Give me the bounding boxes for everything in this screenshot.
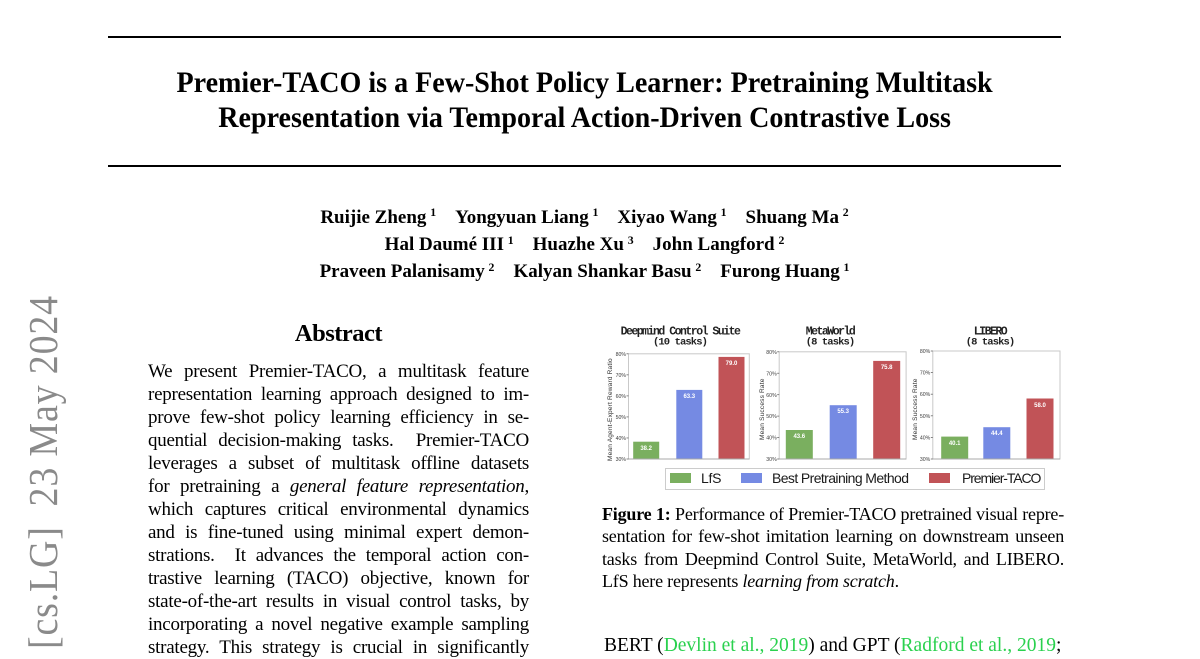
svg-text:60%: 60% [616,394,627,400]
svg-text:Mean Success Rate: Mean Success Rate [759,378,766,440]
svg-text:75.8: 75.8 [881,365,893,371]
svg-text:80%: 80% [920,349,931,355]
svg-text:30%: 30% [766,457,777,463]
svg-text:80%: 80% [766,350,777,356]
svg-text:43.6: 43.6 [793,434,805,440]
svg-text:(10 tasks): (10 tasks) [653,337,707,349]
svg-text:30%: 30% [616,457,627,463]
svg-text:58.0: 58.0 [1034,403,1046,409]
svg-text:70%: 70% [616,373,627,379]
svg-text:Mean Success Rate: Mean Success Rate [912,378,919,440]
svg-text:MetaWorld: MetaWorld [806,325,856,338]
svg-text:80%: 80% [616,352,627,358]
svg-text:LIBERO: LIBERO [974,325,1008,338]
svg-text:79.0: 79.0 [726,361,738,367]
svg-text:Deepmind Control Suite: Deepmind Control Suite [621,325,741,338]
svg-text:50%: 50% [766,414,777,420]
svg-text:38.2: 38.2 [640,446,652,452]
svg-text:55.3: 55.3 [837,409,849,415]
svg-text:30%: 30% [920,457,931,463]
svg-text:70%: 70% [920,371,931,377]
svg-text:40%: 40% [616,436,627,442]
svg-text:(8 tasks): (8 tasks) [806,337,855,349]
svg-text:50%: 50% [616,415,627,421]
svg-text:40%: 40% [920,435,931,441]
svg-text:60%: 60% [766,393,777,399]
svg-text:40%: 40% [766,436,777,442]
svg-text:70%: 70% [766,371,777,377]
svg-text:44.4: 44.4 [991,431,1003,437]
svg-text:(8 tasks): (8 tasks) [966,337,1015,349]
svg-text:60%: 60% [920,392,931,398]
svg-text:Mean Agent-Expert Reward Ratio: Mean Agent-Expert Reward Ratio [607,358,614,461]
svg-text:50%: 50% [920,414,931,420]
svg-text:63.3: 63.3 [683,394,695,400]
svg-text:40.1: 40.1 [949,441,961,447]
